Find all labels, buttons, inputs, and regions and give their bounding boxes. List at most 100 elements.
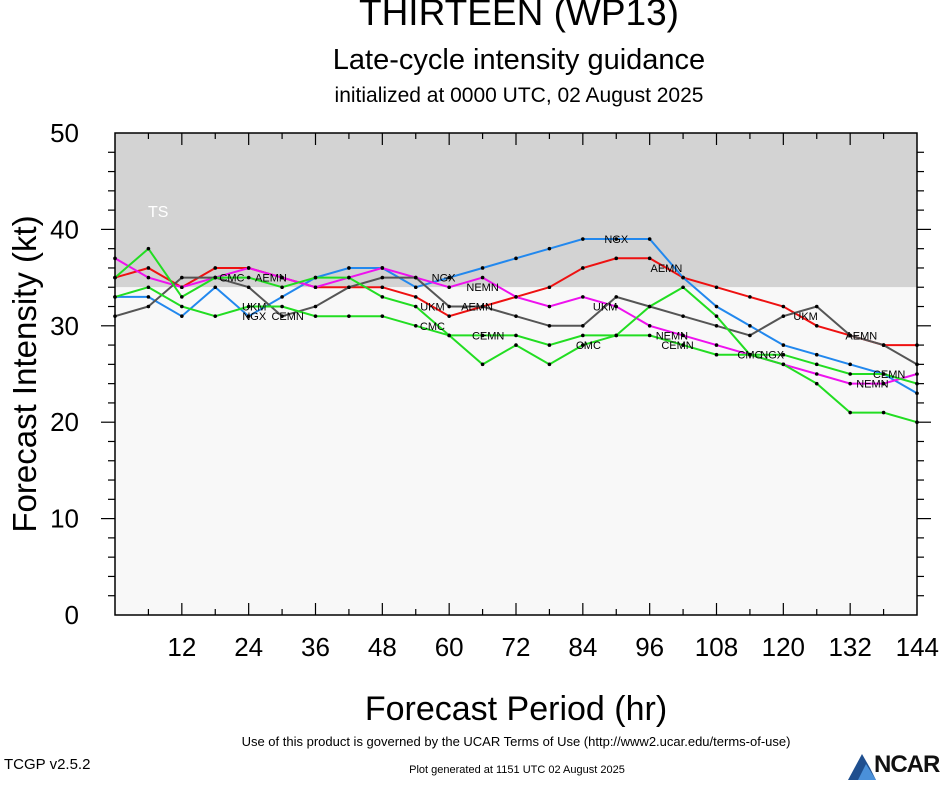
series-point-5: [614, 333, 619, 338]
series-point-1: [280, 295, 284, 299]
init-time: initialized at 0000 UTC, 02 August 2025: [334, 84, 704, 107]
series-point-5: [280, 304, 284, 309]
series-point-1: [814, 352, 819, 357]
series-point-4: [681, 285, 685, 290]
series-point-2: [480, 275, 485, 280]
series-point-1: [514, 256, 518, 261]
model-label: NEMN: [656, 330, 688, 342]
series-point-4: [347, 275, 351, 280]
series-point-5: [413, 324, 418, 328]
series-point-3: [814, 304, 819, 309]
series-point-5: [480, 333, 485, 338]
series-point-4: [146, 246, 151, 251]
series-point-3: [848, 333, 852, 338]
series-point-5: [647, 333, 652, 338]
series-point-2: [714, 343, 719, 347]
series-point-0: [413, 295, 418, 299]
series-point-5: [714, 352, 719, 357]
model-label: NGX: [604, 234, 629, 246]
series-point-0: [614, 256, 619, 261]
series-point-4: [647, 304, 652, 309]
band-label: TS: [148, 204, 168, 221]
series-point-5: [781, 352, 786, 357]
series-point-3: [681, 314, 685, 318]
ncar-logo-icon: [848, 754, 876, 780]
series-point-5: [881, 372, 886, 376]
series-point-3: [480, 304, 485, 309]
series-point-1: [146, 295, 151, 299]
series-point-0: [547, 285, 552, 290]
series-point-0: [447, 314, 451, 318]
series-point-1: [480, 266, 485, 270]
series-point-2: [881, 381, 886, 386]
x-tick-label: 12: [167, 632, 196, 662]
y-tick-label: 10: [50, 504, 79, 534]
series-point-1: [213, 285, 218, 290]
y-tick-label: 50: [50, 118, 79, 148]
axes: 12 24 36 48 60 72 84 96 108 120 132 144 0 10 20 30 40 50 F…: [6, 118, 939, 728]
model-label: CEMN: [271, 311, 303, 323]
model-label: CMC: [576, 340, 601, 352]
series-point-2: [514, 295, 518, 299]
series-point-5: [146, 285, 151, 290]
series-point-1: [748, 324, 752, 328]
series-point-5: [547, 343, 552, 347]
series-point-4: [180, 295, 184, 299]
x-tick-label: 144: [896, 632, 939, 662]
series-point-2: [380, 266, 385, 270]
y-tick-label: 20: [50, 407, 79, 437]
model-label: CEMN: [472, 330, 504, 342]
series-point-5: [246, 304, 251, 309]
series-point-5: [213, 314, 218, 318]
series-point-2: [447, 285, 451, 290]
chart-title: THIRTEEN (WP13): [358, 0, 679, 33]
series-point-3: [781, 314, 786, 318]
series-point-3: [447, 304, 451, 309]
x-tick-label: 48: [368, 632, 397, 662]
model-label: NGX: [432, 273, 457, 285]
series-point-1: [647, 237, 652, 241]
x-tick-label: 72: [502, 632, 531, 662]
series-point-5: [380, 314, 385, 318]
series-point-3: [280, 314, 284, 318]
series-point-2: [547, 304, 552, 309]
model-label: AEMN: [650, 263, 682, 275]
x-tick-label: 96: [635, 632, 664, 662]
x-tick-label: 132: [828, 632, 871, 662]
series-point-4: [413, 304, 418, 309]
series-point-4: [246, 275, 251, 280]
series-point-1: [413, 285, 418, 290]
model-label: AEMN: [461, 302, 493, 314]
version-label: TCGP v2.5.2: [4, 756, 91, 773]
model-label: CEMN: [661, 340, 693, 352]
series-point-4: [313, 275, 318, 280]
series-point-2: [681, 333, 685, 338]
x-axis-label: Forecast Period (hr): [365, 690, 667, 728]
series-point-2: [313, 285, 318, 290]
ncar-logo: NCAR: [848, 748, 940, 780]
series-point-1: [781, 343, 786, 347]
model-label: AEMN: [255, 273, 287, 285]
x-tick-label: 60: [435, 632, 464, 662]
series-point-1: [681, 275, 685, 280]
series-point-3: [881, 343, 886, 347]
model-label: CMC: [420, 321, 445, 333]
series-point-4: [514, 343, 518, 347]
series-point-4: [547, 362, 552, 367]
series-layer: [113, 237, 919, 425]
series-point-0: [213, 266, 218, 270]
series-point-5: [347, 314, 351, 318]
model-label: UKM: [242, 302, 266, 314]
model-label: CMC: [737, 350, 762, 362]
ncar-logo-text: NCAR: [874, 751, 940, 778]
series-point-0: [380, 285, 385, 290]
generated-time: Plot generated at 1151 UTC 02 August 202…: [409, 764, 625, 776]
series-point-5: [447, 333, 451, 338]
series-point-3: [581, 324, 585, 328]
series-point-2: [280, 275, 284, 280]
y-axis-label: Forecast Intensity (kt): [6, 215, 43, 532]
model-label: UKM: [593, 302, 617, 314]
model-label: CMC: [219, 273, 244, 285]
y-tick-label: 30: [50, 311, 79, 341]
